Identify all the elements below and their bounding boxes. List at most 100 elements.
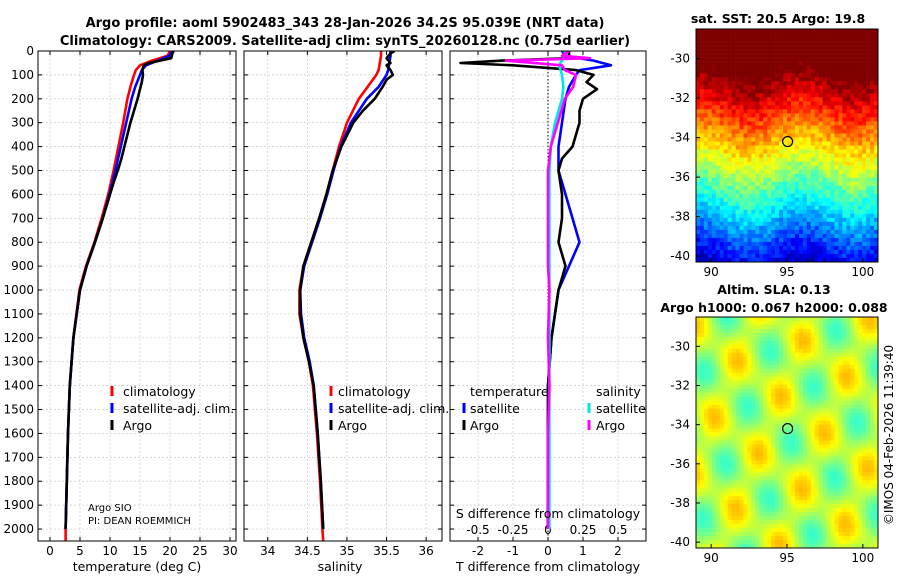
- heatmap-cell: [751, 317, 756, 322]
- heatmap-cell: [846, 320, 851, 326]
- heatmap-cell: [779, 205, 784, 211]
- heatmap-cell: [719, 85, 724, 90]
- heatmap-cell: [818, 229, 823, 235]
- heatmap-cell: [735, 380, 740, 385]
- heatmap-cell: [822, 209, 827, 215]
- heatmap-cell: [755, 416, 760, 421]
- heatmap-cell: [802, 141, 808, 146]
- heatmap-cell: [735, 384, 740, 389]
- heatmap-cell: [731, 364, 736, 370]
- heatmap-cell: [838, 396, 843, 401]
- heatmap-cell: [715, 372, 721, 378]
- heatmap-cell: [779, 400, 784, 405]
- heatmap-cell: [826, 205, 831, 211]
- heatmap-cell: [739, 165, 744, 170]
- heatmap-cell: [850, 416, 855, 421]
- heatmap-cell: [767, 480, 772, 485]
- heatmap-cell: [842, 480, 847, 485]
- heatmap-cell: [838, 185, 843, 190]
- heatmap-cell: [707, 121, 713, 126]
- heatmap-cell: [814, 173, 819, 178]
- t-difference-xlabel: T difference from climatology: [455, 559, 641, 574]
- heatmap-cell: [787, 221, 792, 227]
- heatmap-cell: [798, 209, 804, 215]
- x-tick-label: 0: [46, 544, 54, 558]
- heatmap-cell: [874, 336, 879, 342]
- heatmap-cell: [711, 356, 717, 362]
- heatmap-cell: [874, 185, 879, 190]
- heatmap-cell: [747, 480, 752, 485]
- heatmap-cell: [802, 177, 808, 182]
- heatmap-cell: [830, 416, 835, 421]
- heatmap-cell: [707, 348, 713, 354]
- heatmap-cell: [779, 364, 784, 370]
- heatmap-cell: [699, 45, 705, 50]
- heatmap-cell: [739, 317, 744, 322]
- heatmap-cell: [696, 65, 701, 70]
- heatmap-cell: [790, 460, 796, 465]
- heatmap-cell: [818, 37, 823, 42]
- heatmap-cell: [874, 33, 879, 38]
- heatmap-cell: [858, 424, 863, 429]
- heatmap-cell: [775, 49, 780, 54]
- heatmap-cell: [790, 237, 796, 243]
- heatmap-cell: [802, 45, 808, 50]
- heatmap-cell: [842, 408, 847, 413]
- heatmap-cell: [719, 348, 724, 354]
- sla-map-title-line1: Altim. SLA: 0.13: [717, 282, 830, 297]
- heatmap-cell: [798, 201, 804, 207]
- heatmap-cell: [703, 169, 709, 174]
- heatmap-cell: [755, 452, 760, 457]
- y-tick-label: -40: [670, 249, 690, 263]
- heatmap-cell: [846, 101, 851, 106]
- heatmap-cell: [846, 464, 851, 469]
- heatmap-cell: [814, 161, 819, 166]
- heatmap-cell: [814, 137, 819, 142]
- heatmap-cell: [826, 45, 831, 50]
- heatmap-cell: [834, 452, 839, 457]
- heatmap-cell: [743, 476, 748, 481]
- heatmap-cell: [699, 129, 705, 134]
- heatmap-cell: [771, 444, 776, 449]
- heatmap-cell: [755, 464, 760, 469]
- heatmap-cell: [779, 65, 784, 70]
- heatmap-cell: [723, 412, 728, 417]
- heatmap-cell: [731, 137, 736, 142]
- legend-t-argo-label: Argo: [470, 418, 499, 433]
- heatmap-cell: [719, 69, 724, 74]
- heatmap-cell: [747, 201, 752, 207]
- heatmap-cell: [810, 344, 815, 350]
- heatmap-cell: [755, 113, 760, 118]
- x-tick-label: 25: [192, 544, 207, 558]
- heatmap-cell: [866, 408, 871, 413]
- heatmap-cell: [802, 388, 808, 393]
- heatmap-cell: [699, 424, 705, 429]
- s-tick-label: 0: [544, 523, 552, 537]
- heatmap-cell: [723, 237, 728, 243]
- heatmap-cell: [826, 320, 831, 326]
- heatmap-cell: [743, 376, 748, 382]
- heatmap-cell: [711, 420, 717, 425]
- heatmap-cell: [723, 324, 728, 330]
- heatmap-cell: [874, 468, 879, 473]
- heatmap-cell: [866, 380, 871, 385]
- heatmap-cell: [850, 109, 855, 114]
- heatmap-cell: [798, 324, 804, 330]
- heatmap-cell: [830, 29, 835, 34]
- heatmap-cell: [775, 328, 780, 334]
- heatmap-cell: [874, 81, 879, 86]
- heatmap-cell: [794, 57, 800, 62]
- heatmap-cell: [858, 93, 863, 98]
- heatmap-cell: [703, 332, 709, 338]
- heatmap-cell: [703, 440, 709, 445]
- heatmap-cell: [775, 432, 780, 437]
- heatmap-cell: [787, 432, 792, 437]
- heatmap-cell: [798, 328, 804, 334]
- heatmap-cell: [771, 237, 776, 243]
- heatmap-cell: [854, 145, 859, 150]
- heatmap-cell: [707, 141, 713, 146]
- heatmap-cell: [834, 436, 839, 441]
- heatmap-cell: [767, 61, 772, 66]
- heatmap-cell: [838, 201, 843, 207]
